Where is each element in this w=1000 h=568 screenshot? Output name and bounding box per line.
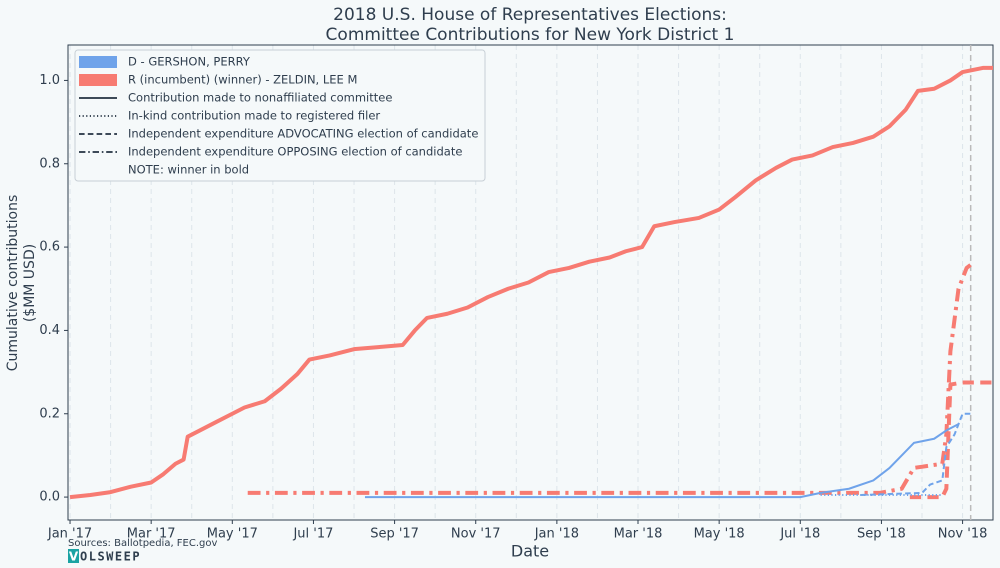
legend-box: [74, 49, 486, 182]
legend-label: Independent expenditure ADVOCATING elect…: [128, 127, 478, 141]
series-line: [861, 412, 971, 496]
brand-initial: V: [69, 550, 79, 564]
y-tick-label: 0.2: [39, 406, 60, 421]
x-axis-label: Date: [511, 542, 549, 561]
y-tick-label: 0.6: [39, 240, 60, 255]
x-tick-label: Mar '17: [127, 527, 176, 542]
series-line: [247, 260, 976, 495]
chart-title: 2018 U.S. House of Representatives Elect…: [333, 5, 727, 25]
legend-label: In-kind contribution made to registered …: [128, 109, 380, 123]
legend-label: Contribution made to nonaffiliated commi…: [128, 91, 392, 105]
y-axis-label: ($MM USD): [22, 244, 38, 322]
y-tick-label: 1.0: [39, 73, 60, 88]
y-tick-label: 0.4: [39, 323, 60, 338]
x-tick-label: Jan '17: [47, 527, 92, 542]
series-line: [909, 380, 993, 500]
legend-note: NOTE: winner in bold: [128, 163, 249, 177]
legend-label: R (incumbent) (winner) - ZELDIN, LEE M: [128, 73, 357, 87]
chart-title: Committee Contributions for New York Dis…: [326, 25, 735, 45]
brand-name: OLSWEEP: [80, 550, 141, 564]
x-tick-label: Mar '18: [614, 527, 663, 542]
y-tick-label: 0.0: [39, 490, 60, 505]
x-tick-label: Sep '17: [370, 527, 419, 542]
x-tick-label: Jul '17: [292, 527, 333, 542]
legend-label: Independent expenditure OPPOSING electio…: [128, 145, 462, 159]
x-tick-label: May '18: [694, 527, 745, 542]
legend-patch: [79, 74, 117, 86]
x-tick-label: May '17: [207, 527, 258, 542]
x-tick-label: Jul '18: [779, 527, 820, 542]
x-tick-label: Jan '18: [534, 527, 579, 542]
x-tick-label: Nov '17: [451, 527, 501, 542]
x-tick-label: Nov '18: [938, 527, 988, 542]
plot-frame: [67, 44, 994, 521]
x-tick-label: Sep '18: [857, 527, 906, 542]
y-tick-label: 0.8: [39, 156, 60, 171]
legend-label: D - GERSHON, PERRY: [128, 55, 251, 69]
brand-box: [68, 549, 79, 563]
series-line: [364, 423, 959, 499]
y-axis-label: Cumulative contributions: [5, 195, 21, 372]
legend-patch: [79, 56, 117, 68]
source-note: Sources: Ballotpedia, FEC.gov: [68, 538, 217, 549]
series-line: [69, 65, 993, 500]
